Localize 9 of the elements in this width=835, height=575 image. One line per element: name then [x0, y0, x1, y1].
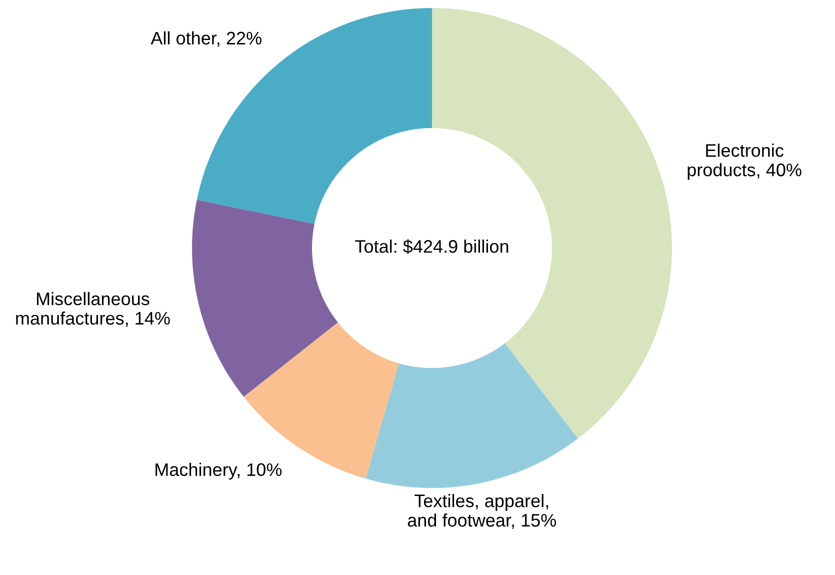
donut-slice — [366, 343, 578, 488]
slice-label: Electronic products, 40% — [688, 144, 802, 180]
slice-label: Miscellaneous manufactures, 14% — [16, 292, 170, 327]
slice-label: All other, 22% — [150, 31, 262, 47]
slice-label: Machinery, 10% — [156, 462, 282, 480]
donut-slice — [244, 322, 399, 479]
donut-slice — [192, 200, 338, 397]
slice-label: Textiles, apparel, and footwear, 15% — [408, 494, 556, 529]
text: Total: $424.9 billion — [355, 239, 508, 254]
